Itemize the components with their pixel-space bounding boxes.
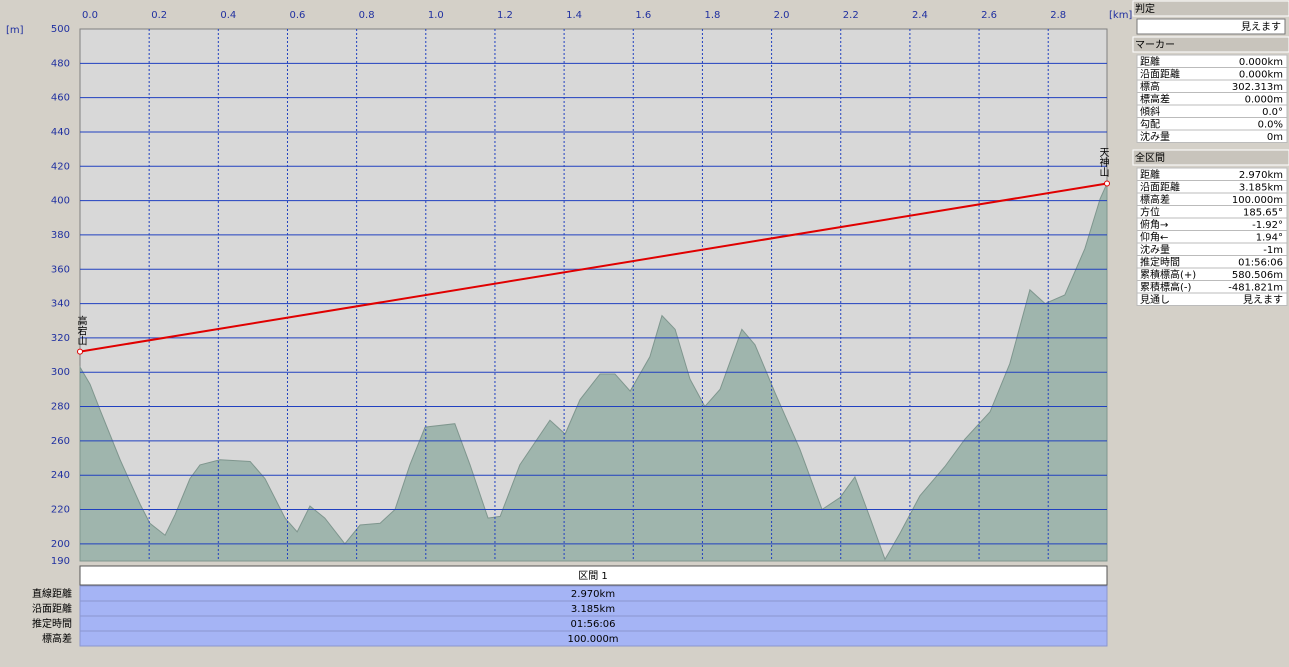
x-tick-label: 2.8 [1050,10,1066,21]
table-header: 区間 1 [578,570,608,582]
panel-row-value: 185.65° [1243,208,1283,219]
panel-row-value: -481.821m [1228,283,1283,294]
panel-header [1132,36,1289,53]
x-axis-label: [km] [1109,10,1132,21]
x-tick-label: 1.0 [428,10,444,21]
y-tick-label: 500 [51,24,70,35]
panel-row-value: 01:56:06 [1238,258,1283,269]
panel-row [1136,292,1288,306]
x-tick-label: 0.4 [220,10,236,21]
panel-row-value: -1m [1263,245,1283,256]
panel-row-label: 標高 [1140,80,1160,93]
marker-label: 高宕山 [75,314,87,345]
y-tick-label: 300 [51,367,70,378]
panel-row-value: 100.000m [1232,195,1283,206]
panel-row-label: 方位 [1140,206,1160,219]
panel-row-value: 0.0% [1258,120,1283,131]
panel-row-value: 2.970km [1239,170,1283,181]
table-row-value: 01:56:06 [571,619,616,630]
panel-row-value: 302.313m [1232,82,1283,93]
panel-row-value: 580.506m [1232,270,1283,281]
table-row-value: 3.185km [571,604,615,615]
x-tick-label: 2.4 [912,10,928,21]
y-tick-label: 400 [51,196,70,207]
table-row [79,630,1108,647]
table-row-value: 2.970km [571,589,615,600]
x-tick-label: 2.2 [843,10,859,21]
y-tick-label: 260 [51,436,70,447]
panel-row-label: 推定時間 [1140,256,1180,269]
panel-row [1136,129,1288,143]
table-row-label: 推定時間 [32,617,72,630]
y-axis-label: [m] [6,25,24,36]
y-tick-label: 340 [51,299,70,310]
table-row-label: 直線距離 [32,587,72,600]
panel-row-value: 0.000km [1239,57,1283,68]
panel-header [1132,0,1289,17]
x-tick-label: 1.6 [635,10,651,21]
panel-header-text: マーカー [1135,39,1175,51]
y-tick-label: 280 [51,402,70,413]
table-header-cell [79,565,1108,586]
panel-row-label: 距離 [1140,168,1160,181]
y-tick-label: 240 [51,470,70,481]
marker-label: 天神山 [1097,147,1109,177]
sight-line [79,182,1108,353]
panel-row-label: 沿面距離 [1140,68,1180,81]
panel-row-label: 沿面距離 [1140,181,1180,194]
sight-point [1104,180,1110,187]
panel-row-value: 見えます [1243,294,1283,306]
panel-row-label: 沈み量 [1140,130,1170,143]
table-row-label: 標高差 [42,632,72,645]
sight-point [77,348,83,355]
x-tick-label: 1.4 [566,10,582,21]
panel-row-label: 距離 [1140,55,1160,68]
y-tick-label: 420 [51,161,70,172]
y-tick-label: 440 [51,127,70,138]
y-tick-label: 190 [51,556,70,567]
panel-row-value: 0m [1267,132,1283,143]
x-tick-label: 2.0 [774,10,790,21]
panel-header-text: 判定 [1135,2,1155,15]
panel-header [1132,149,1289,166]
panel-row-value: -1.92° [1252,220,1283,231]
x-tick-label: 0.8 [359,10,375,21]
panel-row-value: 0.000m [1245,95,1283,106]
panel-header-text: 全区間 [1135,151,1165,164]
panel-row-label: 勾配 [1140,118,1160,131]
panel-row-label: 傾斜 [1140,105,1160,118]
panel-row-label: 沈み量 [1140,243,1170,256]
panel-row-value: 0.0° [1262,107,1283,118]
panel-row-value: 0.000km [1239,70,1283,81]
panel-row-label: 標高差 [1140,193,1170,206]
panel-row-label: 仰角← [1140,232,1168,244]
panel-row-label: 累積標高(+) [1140,268,1196,281]
table-row-label: 沿面距離 [32,602,72,615]
x-tick-label: 2.6 [981,10,997,21]
panel-row-value: 3.185km [1239,183,1283,194]
y-tick-label: 460 [51,93,70,104]
panel-row-label: 標高差 [1140,93,1170,106]
judge-value: 見えます [1241,21,1281,33]
y-tick-label: 380 [51,230,70,241]
y-tick-label: 220 [51,505,70,516]
terrain-area [79,183,1108,562]
judge-box [1136,18,1286,35]
y-tick-label: 320 [51,333,70,344]
x-tick-label: 1.2 [497,10,513,21]
panel-row-label: 見通し [1140,294,1170,306]
panel-row-value: 1.94° [1256,233,1283,244]
panel-row-label: 俯角→ [1140,218,1168,231]
y-tick-label: 200 [51,539,70,550]
x-tick-label: 0.6 [290,10,306,21]
table-row-value: 100.000m [567,634,618,645]
y-tick-label: 360 [51,264,70,275]
y-tick-label: 480 [51,58,70,69]
panel-row-label: 累積標高(-) [1140,281,1192,294]
x-tick-label: 0.0 [82,10,98,21]
x-tick-label: 0.2 [151,10,167,21]
x-tick-label: 1.8 [704,10,720,21]
